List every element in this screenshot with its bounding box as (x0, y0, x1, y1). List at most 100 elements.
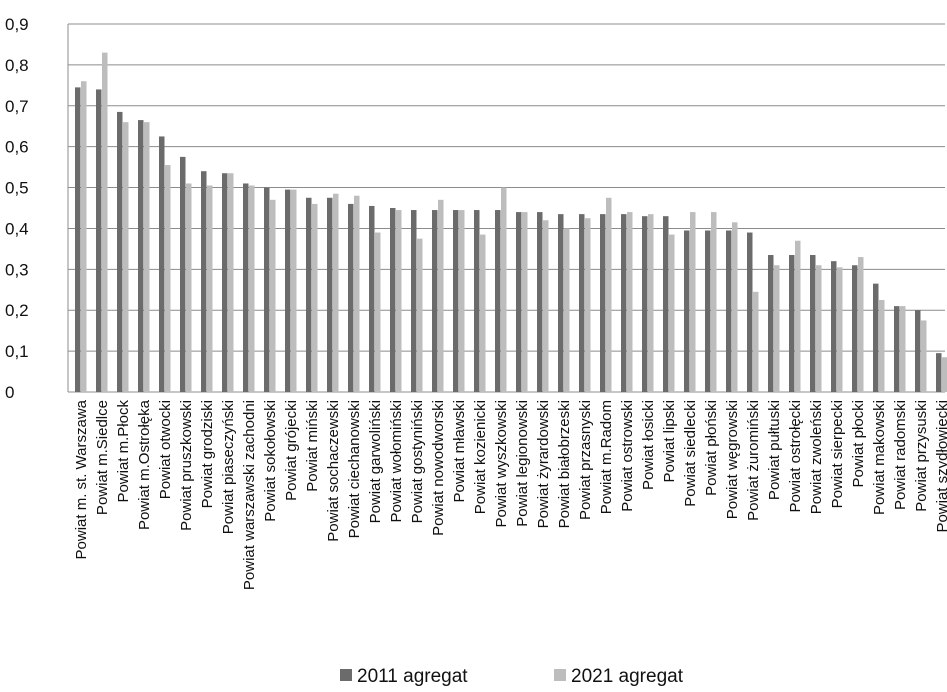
y-tick-label: 0,2 (5, 301, 29, 320)
bar-2021 (123, 122, 129, 392)
bar-2021 (144, 122, 150, 392)
bar-2021 (732, 222, 738, 392)
bar-2021 (942, 357, 947, 392)
bar-2021 (669, 235, 675, 392)
bar-2011 (579, 214, 585, 392)
bar-2011 (495, 210, 501, 392)
bar-2021 (207, 186, 213, 392)
bar-2021 (816, 265, 822, 392)
x-tick-label: Powiat żyrardowski (535, 400, 552, 528)
bar-2011 (432, 210, 438, 392)
bar-2021 (165, 165, 171, 392)
bar-2021 (333, 194, 339, 392)
bar-2011 (747, 233, 753, 392)
bar-2011 (474, 210, 480, 392)
bar-2011 (831, 261, 837, 392)
x-tick-label: Powiat piaseczyński (220, 400, 237, 534)
bar-2011 (558, 214, 564, 392)
bar-2011 (285, 190, 291, 392)
bar-2021 (753, 292, 759, 392)
bar-2011 (684, 230, 690, 392)
bar-2021 (228, 173, 234, 392)
bar-2021 (585, 218, 591, 392)
bar-2011 (663, 216, 669, 392)
x-tick-label: Powiat sokołowski (262, 400, 279, 522)
bar-2021 (711, 212, 717, 392)
x-tick-label: Powiat białobrzeski (556, 400, 573, 528)
y-tick-label: 0,3 (5, 260, 29, 279)
bar-2021 (438, 200, 444, 392)
bar-2011 (453, 210, 459, 392)
x-tick-label: Powiat miński (304, 400, 321, 492)
bar-2021 (795, 241, 801, 392)
x-tick-label: Powiat ostrowski (619, 400, 636, 512)
bar-2011 (894, 306, 900, 392)
bar-2021 (459, 210, 465, 392)
bar-2021 (837, 267, 843, 392)
legend-label: 2011 agregat (357, 666, 468, 687)
x-tick-label: Powiat m.Płock (115, 400, 132, 503)
bar-2021 (690, 212, 696, 392)
bar-2021 (81, 81, 87, 392)
bar-2021 (375, 233, 381, 392)
x-tick-label: Powiat m.Radom (598, 400, 615, 514)
bar-2021 (354, 196, 360, 392)
x-tick-label: Powiat płoński (703, 400, 720, 496)
bar-2011 (369, 206, 375, 392)
bar-2021 (774, 265, 780, 392)
bar-2011 (852, 265, 858, 392)
x-tick-label: Powiat radomski (892, 400, 909, 510)
bar-2021 (102, 53, 108, 392)
bar-2021 (627, 212, 633, 392)
bar-2021 (270, 200, 276, 392)
bar-2021 (879, 300, 885, 392)
x-tick-label: Powiat m. st. Warszawa (73, 399, 90, 559)
bar-2011 (810, 255, 816, 392)
bar-2011 (789, 255, 795, 392)
x-tick-label: Powiat ostrołęcki (787, 400, 804, 513)
bar-2021 (291, 190, 297, 392)
bar-2011 (390, 208, 396, 392)
x-tick-label: Powiat mławski (451, 400, 468, 503)
bar-2011 (222, 173, 228, 392)
bar-2011 (768, 255, 774, 392)
y-tick-label: 0,8 (5, 56, 29, 75)
bar-2011 (537, 212, 543, 392)
x-tick-label: Powiat przasnyski (577, 400, 594, 520)
legend-label: 2021 agregat (571, 666, 684, 687)
x-tick-label: Powiat płocki (850, 400, 867, 488)
bar-2021 (921, 320, 927, 392)
bar-2011 (159, 136, 165, 392)
legend: 2011 agregat 2021 agregat (340, 666, 684, 687)
bar-2011 (621, 214, 627, 392)
x-tick-label: Powiat grodziski (199, 400, 216, 508)
bar-2011 (327, 198, 333, 392)
bar-2021 (186, 183, 192, 392)
bar-2011 (936, 353, 942, 392)
bar-2011 (306, 198, 312, 392)
x-tick-label: Powiat pułtuski (766, 400, 783, 500)
x-tick-label: Powiat siedlecki (682, 400, 699, 507)
y-tick-label: 0 (5, 383, 14, 402)
bar-2011 (201, 171, 207, 392)
x-tick-label: Powiat przysuski (913, 400, 930, 512)
x-tick-label: Powiat zwoleński (808, 400, 825, 514)
bar-2011 (117, 112, 123, 392)
bar-2011 (96, 89, 102, 392)
x-tick-label: Powiat lipski (661, 400, 678, 483)
y-tick-label: 0,6 (5, 138, 29, 157)
bar-2021 (564, 228, 570, 392)
legend-swatch-2021 (554, 669, 566, 681)
bar-2021 (417, 239, 423, 392)
x-tick-label: Powiat żuromiński (745, 400, 762, 521)
bar-2021 (249, 186, 255, 392)
y-tick-label: 0,4 (5, 219, 29, 238)
x-tick-label: Powiat sochaczewski (325, 400, 342, 542)
bar-2021 (543, 220, 549, 392)
x-tick-label: Powiat garwoliński (367, 400, 384, 523)
x-tick-label: Powiat m.Siedlce (94, 400, 111, 515)
x-tick-label: Powiat węgrowski (724, 400, 741, 519)
bar-2021 (396, 210, 402, 392)
bar-2011 (726, 230, 732, 392)
